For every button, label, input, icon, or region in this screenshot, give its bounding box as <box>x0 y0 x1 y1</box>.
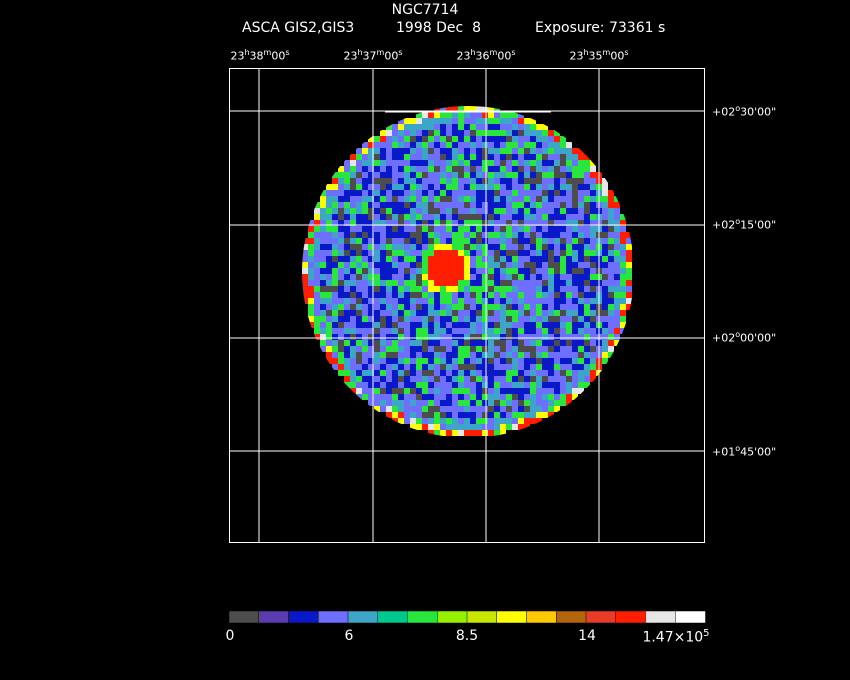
colorbar-swatch <box>288 611 319 624</box>
colorbar-swatch <box>347 611 379 624</box>
colorbar-tick-6: 6 <box>344 628 354 644</box>
colorbar <box>229 611 706 624</box>
instrument-label: ASCA GIS2,GIS3 <box>242 20 355 36</box>
colorbar-swatch <box>496 611 528 624</box>
colorbar-tick-0: 0 <box>225 628 235 644</box>
colorbar-swatch <box>466 611 498 624</box>
dec-label-1: +02o15'00" <box>712 217 777 232</box>
exposure-label: Exposure: 73361 s <box>535 20 666 36</box>
field-of-view <box>302 106 632 436</box>
colorbar-swatch <box>585 611 617 624</box>
colorbar-swatch <box>229 611 260 624</box>
colorbar-swatch <box>377 611 409 624</box>
colorbar-swatch <box>556 611 587 624</box>
date-label: 1998 Dec 8 <box>396 20 481 36</box>
dec-label-0: +02o30'00" <box>712 104 777 119</box>
colorbar-swatch <box>407 611 438 624</box>
colorbar-swatch <box>318 611 349 624</box>
ra-label-1: 23h37m00s <box>343 48 403 63</box>
sky-image <box>229 68 705 543</box>
dec-label-2: +02o00'00" <box>712 330 777 345</box>
colorbar-swatch <box>437 611 468 624</box>
image-border <box>229 68 705 543</box>
colorbar-tick-14: 14 <box>578 628 596 644</box>
colorbar-tick-max: 1.47×105 <box>642 628 710 646</box>
ra-label-0: 23h38m00s <box>230 48 290 63</box>
colorbar-swatch <box>615 611 647 624</box>
dec-label-3: +01o45'00" <box>712 444 777 459</box>
coordinate-grid <box>229 68 705 543</box>
colorbar-swatch <box>526 611 557 624</box>
ra-label-2: 23h36m00s <box>456 48 516 63</box>
colorbar-tick-8-5: 8.5 <box>455 628 479 644</box>
colorbar-swatch <box>675 611 706 624</box>
colorbar-swatch <box>258 611 290 624</box>
ra-label-3: 23h35m00s <box>569 48 629 63</box>
colorbar-swatch <box>645 611 676 624</box>
object-title: NGC7714 <box>391 2 459 18</box>
